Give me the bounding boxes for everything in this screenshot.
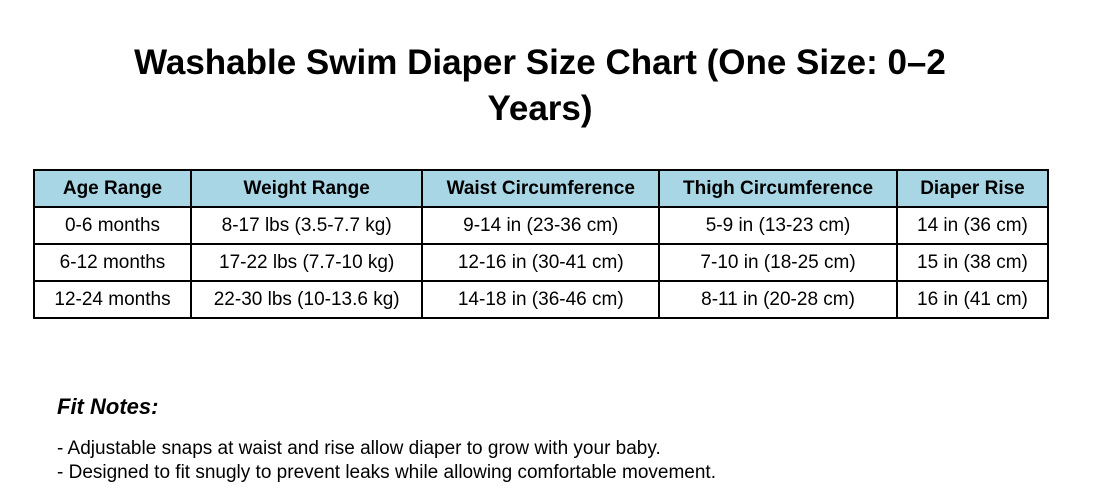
column-header: Thigh Circumference xyxy=(658,169,898,208)
table-row: 0-6 months 8-17 lbs (3.5-7.7 kg) 9-14 in (… xyxy=(33,206,1050,245)
size-table: Age Range Weight Range Waist Circumference… xyxy=(33,169,1050,319)
column-header: Waist Circumference xyxy=(421,169,661,208)
title: Washable Swim Diaper Size Chart (One Siz… xyxy=(134,43,946,128)
table-body: 0-6 months 8-17 lbs (3.5-7.7 kg) 9-14 in (… xyxy=(33,206,1050,319)
table-cell: 8-11 in (20-28 cm) xyxy=(658,280,898,319)
table-cell: 5-9 in (13-23 cm) xyxy=(658,206,898,245)
table-row: 12-24 months 22-30 lbs (10-13.6 kg) 14-18 … xyxy=(33,280,1050,319)
table-row: 6-12 months 17-22 lbs (7.7-10 kg) 12-16 in… xyxy=(33,243,1050,282)
table-cell: 8-17 lbs (3.5-7.7 kg) xyxy=(189,206,424,245)
table-cell: 7-10 in (18-25 cm) xyxy=(658,243,898,282)
table-cell: 15 in (38 cm) xyxy=(895,243,1050,282)
table-cell: 9-14 in (23-36 cm) xyxy=(421,206,661,245)
column-header: Age Range xyxy=(33,169,192,208)
column-header: Diaper Rise xyxy=(895,169,1050,208)
table-cell: 6-12 months xyxy=(33,243,192,282)
notes-list: - Adjustable snaps at waist and rise all… xyxy=(57,437,716,485)
table-cell: 22-30 lbs (10-13.6 kg) xyxy=(189,280,424,319)
table-cell: 14 in (36 cm) xyxy=(895,206,1050,245)
note-item: - Adjustable snaps at waist and rise all… xyxy=(57,438,661,459)
note-item: - Designed to fit snugly to prevent leak… xyxy=(57,462,716,483)
column-header: Weight Range xyxy=(189,169,424,208)
table-cell: 14-18 in (36-46 cm) xyxy=(421,280,661,319)
table-cell: 0-6 months xyxy=(33,206,192,245)
table-cell: 16 in (41 cm) xyxy=(895,280,1050,319)
notes-title: Fit Notes: xyxy=(57,394,159,419)
table-cell: 12-16 in (30-41 cm) xyxy=(421,243,661,282)
table-cell: 12-24 months xyxy=(33,280,192,319)
header-row: Age Range Weight Range Waist Circumference… xyxy=(33,169,1050,208)
table-cell: 17-22 lbs (7.7-10 kg) xyxy=(189,243,424,282)
